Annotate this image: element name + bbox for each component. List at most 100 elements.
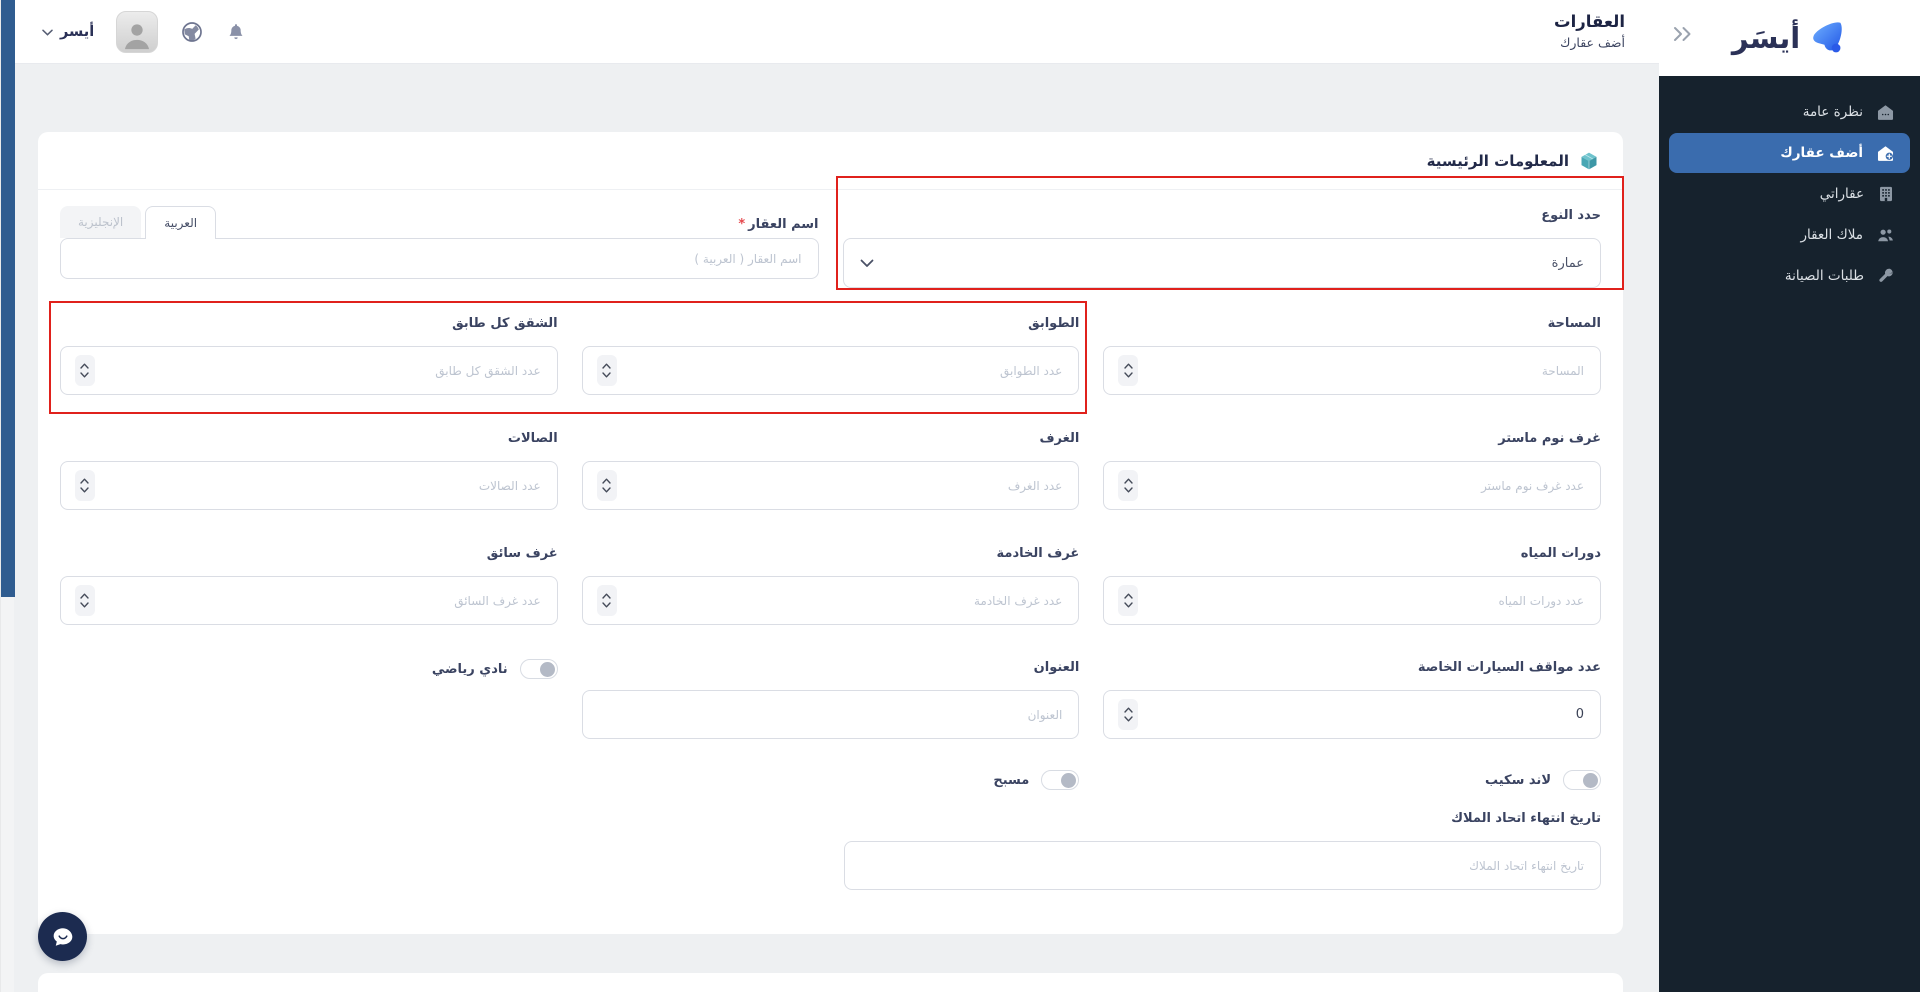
rooms-field-wrap (581, 461, 1080, 510)
floors-input[interactable] (626, 362, 1065, 379)
pool-toggle-switch[interactable] (1041, 770, 1080, 790)
driver-input[interactable] (104, 592, 543, 609)
user-avatar[interactable] (116, 11, 159, 53)
driver-field-group: غرف سائق (59, 544, 558, 625)
wrench-icon (1879, 268, 1894, 282)
apartments-field-group: الشقق كل طابق (59, 314, 558, 395)
number-stepper[interactable] (1118, 470, 1139, 501)
gym-toggle-label: نادي رياضي (431, 661, 508, 677)
sidebar-item-owners[interactable]: ملاك العقار (1669, 215, 1910, 255)
pool-toggle-label: مسبح (993, 772, 1030, 788)
address-input[interactable] (596, 706, 1065, 723)
language-globe-icon[interactable] (180, 20, 204, 44)
area-field-group: المساحة (1103, 314, 1601, 395)
number-stepper[interactable] (1118, 585, 1139, 616)
sidebar-item-add-property[interactable]: أضف عقارك (1669, 133, 1910, 173)
chevrons-right-icon (1674, 27, 1691, 41)
landscape-toggle-switch[interactable] (1563, 770, 1601, 790)
toggle-knob (1583, 772, 1598, 788)
area-input[interactable] (1148, 362, 1586, 379)
number-stepper[interactable] (74, 355, 95, 386)
notifications-bell-icon[interactable] (226, 21, 246, 43)
master-label: غرف نوم ماستر (1498, 431, 1601, 446)
sidebar-item-label: نظرة عامة (1802, 104, 1863, 120)
brand-logo-icon (1813, 22, 1842, 53)
main-info-form: حدد النوع عمارة اسم العقار* العربية الإن… (38, 190, 1623, 890)
breadcrumb: أضف عقارك (1560, 35, 1625, 50)
form-row-5: عدد مواقف السيارات الخاصة العنوان (60, 658, 1601, 739)
topbar: أيسر العقارات أضف عقارك (14, 0, 1659, 64)
address-label: العنوان (1033, 660, 1080, 675)
brand-logo[interactable]: أيسَر (1659, 0, 1920, 76)
tab-english[interactable]: الإنجليزية (60, 206, 142, 238)
scrollbar-thumb[interactable] (1, 0, 15, 597)
baths-input[interactable] (1148, 592, 1586, 609)
chat-widget-button[interactable] (38, 912, 87, 961)
form-row-6: لاند سكيب مسبح (60, 769, 1601, 791)
chevron-down-icon (42, 29, 53, 36)
maid-field-wrap (581, 576, 1080, 625)
name-field-group: اسم العقار* العربية الإنجليزية (60, 206, 819, 288)
sidebar-item-my-properties[interactable]: عقاراتي (1669, 174, 1910, 214)
area-field-wrap (1103, 346, 1601, 395)
number-stepper[interactable] (74, 585, 95, 616)
required-asterisk: * (738, 217, 746, 232)
form-row-4: دورات المياه غرف الخادمة (59, 544, 1601, 625)
gym-toggle-group: نادي رياضي (60, 658, 558, 739)
floors-field-group: الطوابق (581, 314, 1080, 395)
master-field-wrap (1103, 461, 1601, 510)
section-title: المعلومات الرئيسية (1426, 151, 1569, 170)
halls-input[interactable] (104, 477, 543, 494)
halls-label: الصالات (507, 431, 558, 446)
pool-toggle-group: مسبح (582, 769, 1080, 791)
master-field-group: غرف نوم ماستر (1103, 429, 1601, 510)
page-scrollbar[interactable] (0, 0, 15, 992)
user-menu[interactable]: أيسر (42, 24, 94, 40)
address-field-group: العنوان (581, 658, 1080, 739)
floors-label: الطوابق (1028, 316, 1080, 331)
form-row-7: تاريخ انتهاء اتحاد الملاك (60, 809, 1601, 890)
sidebar-item-overview[interactable]: نظرة عامة (1669, 92, 1910, 132)
package-cube-icon (1581, 152, 1597, 169)
sidebar-item-maintenance[interactable]: طلبات الصيانة (1669, 256, 1910, 296)
number-stepper[interactable] (596, 470, 617, 501)
next-section-header: موقع العقار (38, 973, 1623, 992)
rooms-input[interactable] (626, 477, 1065, 494)
chevron-down-icon (860, 259, 873, 267)
number-stepper[interactable] (1118, 699, 1139, 730)
halls-field-wrap (59, 461, 558, 510)
sidebar-item-label: طلبات الصيانة (1784, 268, 1864, 284)
page-title: العقارات (1554, 12, 1625, 31)
number-stepper[interactable] (1118, 355, 1139, 386)
users-icon (1878, 228, 1893, 241)
property-name-field-wrap (60, 238, 819, 279)
apartments-input[interactable] (104, 362, 543, 379)
driver-field-wrap (59, 576, 558, 625)
sidebar-menu: نظرة عامة أضف عقارك عقاراتي ملاك العقار … (1659, 76, 1920, 992)
number-stepper[interactable] (596, 585, 617, 616)
master-input[interactable] (1148, 477, 1586, 494)
user-menu-label: أيسر (60, 24, 95, 40)
baths-label: دورات المياه (1520, 546, 1601, 561)
apartments-field-wrap (59, 346, 558, 395)
property-type-select[interactable]: عمارة (842, 238, 1601, 288)
parking-label: عدد مواقف السيارات الخاصة (1417, 660, 1601, 675)
property-name-input[interactable] (75, 250, 804, 267)
driver-label: غرف سائق (486, 546, 558, 561)
number-stepper[interactable] (74, 470, 95, 501)
parking-input[interactable] (1148, 706, 1586, 723)
tab-arabic[interactable]: العربية (145, 206, 217, 239)
gym-toggle-switch[interactable] (519, 659, 558, 679)
sidebar-item-label: عقاراتي (1819, 186, 1864, 202)
type-label: حدد النوع (1541, 208, 1601, 223)
address-field-wrap (581, 690, 1080, 739)
apartments-label: الشقق كل طابق (452, 316, 558, 331)
form-row-1: حدد النوع عمارة اسم العقار* العربية الإن… (60, 206, 1601, 288)
sidebar-collapse-button[interactable] (1673, 26, 1692, 46)
number-stepper[interactable] (596, 355, 617, 386)
selected-type-value: عمارة (1551, 255, 1584, 271)
hoa-date-input[interactable] (859, 857, 1586, 874)
maid-input[interactable] (626, 592, 1065, 609)
form-row-2: المساحة الطوابق الشق (59, 314, 1601, 395)
parking-field-wrap (1103, 690, 1601, 739)
